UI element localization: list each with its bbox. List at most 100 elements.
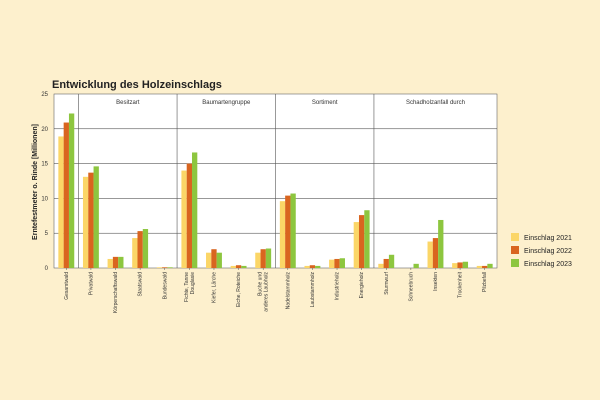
svg-text:Fichte, Tanne: Fichte, Tanne [184, 272, 190, 302]
plot-area: 0 5 10 15 20 25 Besitzart Baumartengruppe Sortim… [41, 92, 498, 313]
svg-text:Schneebruch: Schneebruch [408, 272, 414, 302]
svg-text:Insekten: Insekten [433, 272, 439, 291]
bar [112, 256, 119, 268]
x-tick-label: Körperschaftswald [113, 272, 119, 313]
bar [457, 262, 463, 268]
bar [186, 163, 193, 268]
legend-label: Einschlag 2022 [524, 248, 572, 255]
x-tick-label: Privatwald [88, 272, 94, 295]
chart-title: Entwicklung des Holzeinschlags [52, 79, 222, 91]
svg-text:Laubstammholz: Laubstammholz [310, 272, 316, 308]
bar [339, 258, 345, 268]
x-tick-label: Insekten [433, 272, 439, 291]
x-tick-label: Industrieholz [335, 272, 341, 301]
group-label: Baumartengruppe [202, 100, 251, 106]
bar [452, 263, 458, 268]
svg-text:Sturmwurf: Sturmwurf [384, 271, 390, 294]
svg-text:anderes Laubholz: anderes Laubholz [264, 272, 270, 312]
bar [265, 248, 272, 268]
bar [58, 136, 64, 268]
svg-text:Energieholz: Energieholz [359, 272, 365, 299]
svg-text:Kiefer, Lärche: Kiefer, Lärche [211, 272, 217, 303]
legend-swatch [511, 259, 519, 267]
bar [167, 267, 173, 268]
x-tick-label: Schneebruch [408, 272, 414, 302]
x-tick-label: Bundeswald [162, 272, 168, 299]
svg-text:Staatswald: Staatswald [138, 272, 144, 297]
x-tick-label: Buche und anderes Laubholz [258, 272, 270, 312]
bar [482, 265, 488, 268]
bar [279, 201, 286, 268]
bar [334, 258, 340, 268]
bar [93, 166, 99, 268]
y-tick-label: 25 [41, 92, 48, 98]
x-tick-label: Laubstammholz [310, 272, 316, 308]
x-tick-label: Fichte, Tanne Douglasie [184, 272, 196, 302]
bar [487, 263, 493, 268]
group-label: Besitzart [116, 100, 140, 106]
bar [432, 238, 439, 268]
y-tick-label: 5 [45, 231, 49, 237]
bar [304, 265, 310, 268]
x-tick-label: Sturmwurf [384, 271, 390, 294]
y-tick-label: 20 [41, 127, 48, 133]
bar [68, 113, 75, 268]
bar [216, 252, 222, 268]
bar [260, 249, 266, 268]
bar [235, 265, 242, 268]
bar [82, 176, 89, 268]
bar [353, 222, 359, 268]
legend-label: Einschlag 2021 [524, 235, 572, 242]
bar [206, 252, 212, 268]
bar [413, 263, 419, 268]
bar [211, 249, 217, 268]
legend-swatch [511, 246, 519, 254]
x-tick-label: Staatswald [138, 272, 144, 297]
svg-text:Privatwald: Privatwald [88, 272, 94, 295]
bar [132, 238, 138, 268]
bar [315, 265, 321, 268]
svg-text:Eiche, Roteiche: Eiche, Roteiche [236, 272, 242, 307]
bar [118, 256, 124, 268]
bar [230, 265, 236, 268]
svg-text:Trockenheit: Trockenheit [458, 271, 464, 298]
svg-text:Industrieholz: Industrieholz [335, 272, 341, 301]
x-tick-label: Trockenheit [458, 271, 464, 298]
bar [378, 263, 384, 268]
bar [329, 259, 335, 268]
bar [358, 215, 365, 268]
bar [255, 252, 261, 268]
legend-swatch [511, 233, 519, 241]
bar [241, 265, 247, 268]
bar [462, 261, 469, 268]
svg-text:Pilzbefall: Pilzbefall [482, 272, 488, 292]
group-label: Schadholzanfall durch [406, 100, 465, 106]
bar [181, 170, 187, 268]
y-axis-label: Erntefestmeter o. Rinde [Millionen] [32, 124, 39, 240]
bar [383, 258, 389, 268]
bar [162, 267, 168, 268]
svg-text:Nadelstammholz: Nadelstammholz [285, 272, 291, 310]
x-tick-label: Nadelstammholz [285, 272, 291, 310]
group-label: Sortiment [312, 100, 338, 106]
x-tick-label: Energieholz [359, 272, 365, 299]
bar [63, 122, 69, 268]
x-tick-label: Eiche, Roteiche [236, 272, 242, 307]
bar [88, 172, 94, 268]
bar [388, 254, 395, 268]
bar [290, 193, 296, 268]
bar [285, 195, 291, 268]
bar [309, 265, 316, 268]
bar [192, 152, 198, 268]
svg-text:Buche und: Buche und [258, 272, 264, 296]
y-tick-label: 0 [45, 266, 49, 272]
bar [142, 229, 149, 268]
bar [156, 267, 163, 268]
y-tick-label: 10 [41, 196, 48, 202]
legend-label: Einschlag 2023 [524, 261, 572, 268]
legend: Einschlag 2021 Einschlag 2022 Einschlag 20… [511, 233, 572, 268]
bar [364, 210, 370, 268]
x-tick-label: Pilzbefall [482, 272, 488, 292]
x-tick-label: Gesamtwald [64, 272, 70, 300]
bar [476, 265, 483, 268]
